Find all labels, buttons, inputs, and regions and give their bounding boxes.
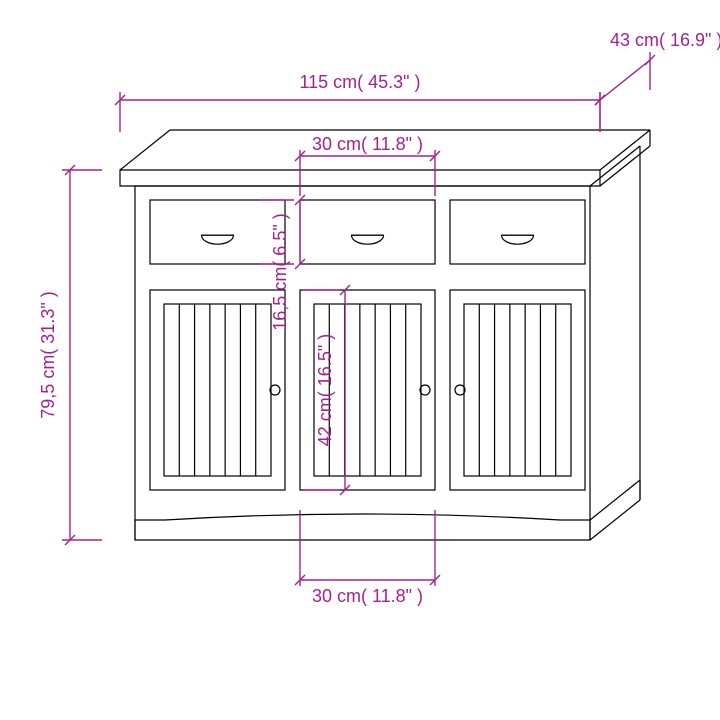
cabinet-drawing (120, 130, 650, 540)
dim-total-height: 79,5 cm( 31.3" ) (38, 291, 58, 418)
dim-drawer-height: 16,5 cm( 6.5" ) (270, 213, 290, 330)
dim-door-height: 42 cm( 16.5" ) (315, 334, 335, 446)
dim-total-depth: 43 cm( 16.9" ) (610, 30, 720, 50)
dim-door-width: 30 cm( 11.8" ) (312, 586, 423, 606)
dim-drawer-width: 30 cm( 11.8" ) (312, 134, 423, 154)
dim-total-width: 115 cm( 45.3" ) (299, 72, 420, 92)
